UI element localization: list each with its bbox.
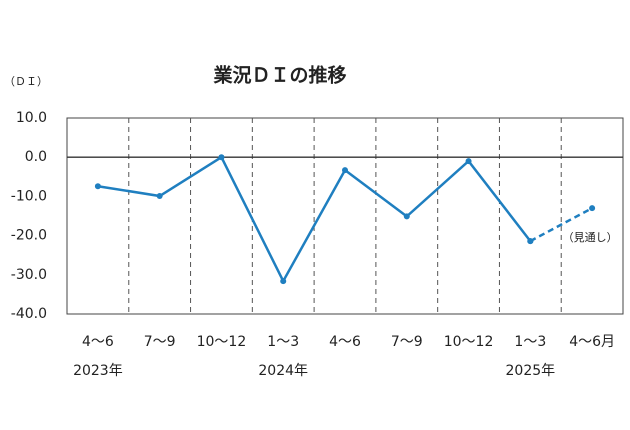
x-tick-label: 10〜12 xyxy=(197,334,247,350)
data-point xyxy=(280,278,287,285)
annotation: （見通し） xyxy=(563,231,618,244)
y-tick-label: -40.0 xyxy=(11,306,47,322)
chart-title: 業況ＤＩの推移 xyxy=(212,64,346,87)
data-point xyxy=(342,167,348,174)
year-label: 2023年 xyxy=(73,363,123,379)
data-point xyxy=(527,238,534,245)
x-tick-label: 1〜3 xyxy=(514,334,546,350)
data-point xyxy=(465,158,472,165)
x-tick-label: 7〜9 xyxy=(391,334,423,350)
year-label: 2024年 xyxy=(258,363,308,379)
x-tick-label: 1〜3 xyxy=(267,334,299,350)
data-point xyxy=(218,154,225,161)
y-tick-label: -10.0 xyxy=(11,188,47,204)
y-tick-label: 0.0 xyxy=(25,149,47,165)
data-point xyxy=(156,193,163,200)
data-point xyxy=(403,213,410,220)
y-tick-label: -20.0 xyxy=(11,228,47,244)
data-point xyxy=(589,205,596,212)
data-point xyxy=(94,183,101,190)
series-line xyxy=(97,155,532,284)
x-tick-label: 4〜6 xyxy=(82,334,114,350)
x-tick-label: 4〜6 xyxy=(329,334,361,350)
y-axis-label: （ＤＩ） xyxy=(4,75,48,88)
x-tick-label: 10〜12 xyxy=(444,334,494,350)
y-tick-label: -30.0 xyxy=(11,267,47,283)
x-tick-label: 4〜6月 xyxy=(569,334,615,350)
plot-frame xyxy=(66,117,624,315)
y-tick-label: 10.0 xyxy=(16,110,47,126)
x-tick-label: 7〜9 xyxy=(144,334,176,350)
year-label: 2025年 xyxy=(506,363,556,379)
series-line xyxy=(529,207,593,243)
